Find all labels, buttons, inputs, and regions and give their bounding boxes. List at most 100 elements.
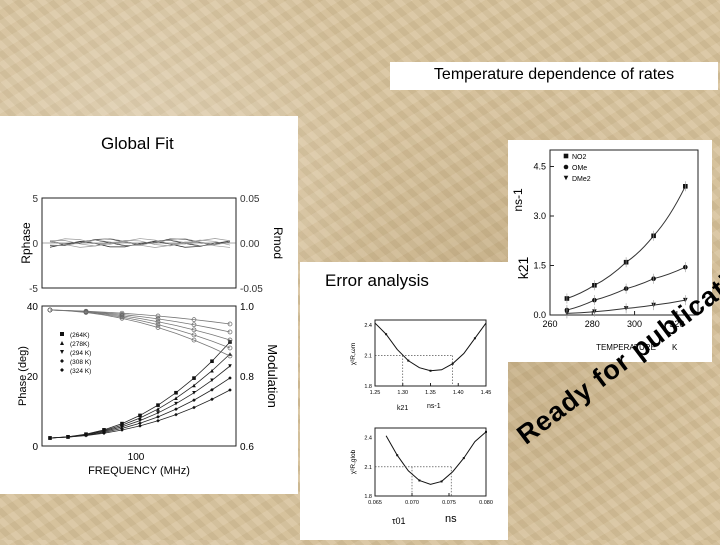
phase-frame <box>41 305 237 447</box>
chi2-tau01-frame <box>374 427 487 497</box>
residual-trace <box>49 238 231 245</box>
residual-trace <box>49 241 231 248</box>
modulation-data-point <box>155 316 161 322</box>
error-analysis-panel: 1.25 1.30 1.35 1.40 1.45 1.8 2.1 2.4 χ²R,ωm k21 ns… <box>300 262 508 540</box>
chi2-tau01-y-tick-label: 2.4 <box>364 436 372 442</box>
legend-entry: (324 K) <box>70 368 91 375</box>
chi2-k21-data-point <box>473 337 476 340</box>
modulation-data-point <box>191 317 197 322</box>
y-axis-label: k21 <box>515 257 531 280</box>
legend-marker <box>60 368 64 372</box>
x-axis-label: FREQUENCY (MHz) <box>88 465 190 477</box>
chi2-tau01-data-point <box>418 479 421 482</box>
phase-data-point <box>228 376 232 380</box>
phase-data-point <box>102 431 106 436</box>
chi2-tau01-x-tick-label: 0.070 <box>405 500 419 506</box>
legend-entry-no2: NO2 <box>572 154 587 161</box>
phase-tick-label: 20 <box>27 372 39 383</box>
chi2-k21-x-tick-label: 1.35 <box>425 390 436 396</box>
modulation-data-point <box>227 345 233 351</box>
phase-data-point <box>138 421 142 426</box>
chi2-k21-frame <box>374 319 487 387</box>
x-axis-label: TEMPERATURE <box>596 343 656 352</box>
modulation-fit-curve <box>49 309 231 325</box>
chi2-tau01-data-point <box>485 430 487 433</box>
phase-data-point <box>192 405 196 410</box>
chi2-tau01-y-tick-label: 1.8 <box>364 494 372 500</box>
modulation-tick-label: 0.6 <box>240 442 254 453</box>
phase-data-point <box>228 364 232 368</box>
modulation-data-point <box>227 329 233 335</box>
phase-data-point <box>66 435 70 439</box>
legend-entry: (278K) <box>70 341 90 348</box>
modulation-data-point <box>83 310 89 315</box>
error-analysis-chart: 1.25 1.30 1.35 1.40 1.45 1.8 2.1 2.4 χ²R,ωm k21 ns… <box>350 319 493 526</box>
phase-tick-label: 0 <box>32 442 38 453</box>
chi2-k21-data-point <box>429 369 432 372</box>
chi2-k21-x-axis-label: k21 <box>397 405 408 412</box>
chi2-tau01-x-tick-label: 0.080 <box>479 500 493 506</box>
slide-title: Temperature dependence of rates <box>390 62 718 90</box>
phase-data-point <box>138 424 142 428</box>
phase-data-point <box>138 413 142 418</box>
legend-entry: (264K) <box>70 332 90 339</box>
global-fit-chart: 5 0 -5 0.05 0.00 -0.05 Rphase Rmod 0 20 40 0.6 0.8 1.… <box>17 194 285 477</box>
y-tick-label: 3.0 <box>533 211 546 221</box>
global-fit-label: Global Fit <box>101 134 174 153</box>
legend-marker <box>60 350 64 354</box>
chi2-k21-x-unit: ns-1 <box>427 403 441 410</box>
modulation-data-point <box>119 314 125 320</box>
chi2-k21-y-tick-label: 1.8 <box>364 384 372 390</box>
chi2-tau01-x-axis-label: τ01 <box>392 516 406 526</box>
modulation-tick-label: 0.8 <box>240 372 254 383</box>
chi2-tau01-x-tick-label: 0.075 <box>442 500 456 506</box>
phase-tick-label: 40 <box>27 302 39 313</box>
legend-marker <box>60 332 64 336</box>
plot-frame <box>549 149 699 316</box>
modulation-data-point <box>119 313 125 319</box>
modulation-data-point <box>191 327 197 333</box>
chi2-tau01-data-point <box>462 457 465 460</box>
y-tick-label: 0.0 <box>533 310 546 320</box>
residual-left-tick-label: 0 <box>32 239 38 250</box>
legend-marker <box>60 341 64 345</box>
modulation-data-point <box>119 315 125 321</box>
global-fit-panel: 5 0 -5 0.05 0.00 -0.05 Rphase Rmod 0 20 40 0.6 0.8 1.… <box>0 116 298 494</box>
chi2-tau01-y-tick-label: 2.1 <box>364 465 372 471</box>
phase-data-point <box>174 412 178 417</box>
phase-data-point <box>192 398 196 402</box>
phase-data-point <box>138 418 142 423</box>
residual-right-tick-label: 0.05 <box>240 194 260 205</box>
modulation-data-point <box>155 325 161 330</box>
legend-entry: (294 K) <box>70 350 91 357</box>
chi2-k21-x-tick-label: 1.30 <box>397 390 408 396</box>
chi2-tau01-x-unit: ns <box>445 513 457 525</box>
phase-data-point <box>192 376 196 380</box>
residual-right-tick-label: -0.05 <box>240 284 263 295</box>
modulation-data-point <box>191 332 197 338</box>
phase-data-point <box>192 383 196 388</box>
y-axis-unit: ns-1 <box>511 188 525 212</box>
modulation-data-point <box>227 321 233 327</box>
chi2-k21-data-point <box>385 333 388 336</box>
phase-data-point <box>192 391 196 395</box>
phase-data-point <box>156 403 160 407</box>
x-axis-unit: K <box>672 343 678 352</box>
chi2-k21-x-tick-label: 1.45 <box>481 390 492 396</box>
phase-data-point <box>174 407 178 411</box>
residual-right-tick-label: 0.00 <box>240 239 260 250</box>
chi2-k21-x-tick-label: 1.25 <box>370 390 381 396</box>
chi2-k21-y-tick-label: 2.4 <box>364 323 372 329</box>
legend-entry: (308 K) <box>70 359 91 366</box>
phase-data-point <box>174 396 178 401</box>
phase-data-point <box>156 415 160 419</box>
x-tick-label: 260 <box>542 319 557 329</box>
x-tick-label: 100 <box>128 452 145 463</box>
x-tick-label: 300 <box>627 319 642 329</box>
residual-left-axis-label: Rphase <box>19 222 33 264</box>
legend-entry-dme2: DMe2 <box>572 176 591 183</box>
x-tick-label: 320 <box>669 319 684 329</box>
x-tick-label: 280 <box>585 319 600 329</box>
phase-data-point <box>174 390 178 395</box>
